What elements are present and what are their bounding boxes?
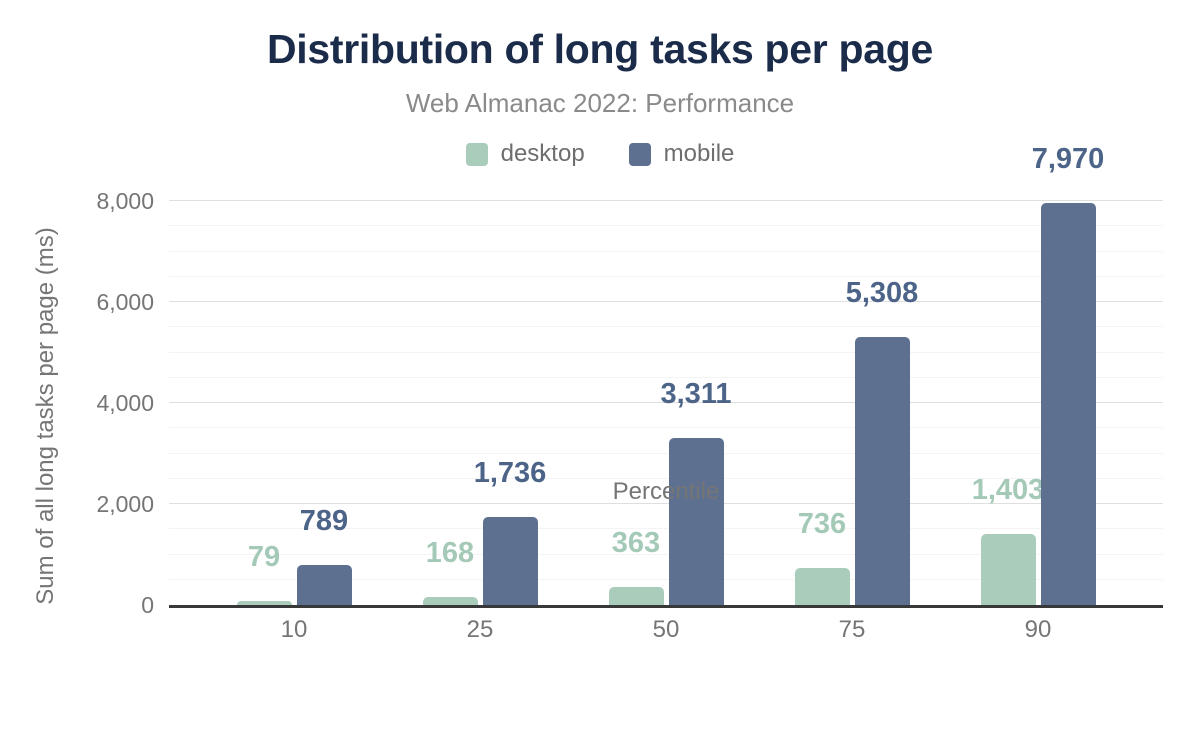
y-tick-label: 0	[141, 592, 154, 618]
bar-desktop-p25	[422, 596, 478, 605]
legend-item-mobile: mobile	[628, 140, 735, 168]
legend-label-mobile: mobile	[663, 140, 735, 167]
minor-gridline	[169, 275, 1163, 277]
bar-desktop-p75	[794, 567, 850, 605]
bar-mobile-p10	[296, 565, 352, 605]
x-axis-title: Percentile	[612, 478, 720, 505]
chart-subtitle: Web Almanac 2022: Performance	[405, 88, 795, 118]
value-label-desktop-p10: 79	[247, 541, 281, 574]
legend: desktop mobile	[0, 140, 1200, 168]
bar-mobile-p50	[668, 437, 724, 605]
x-tick-label-50: 50	[652, 616, 680, 643]
chart-title: Distribution of long tasks per page	[266, 26, 934, 72]
major-gridline	[169, 503, 1163, 504]
legend-label-desktop: desktop	[500, 140, 585, 167]
value-label-mobile-p10: 789	[299, 505, 349, 538]
minor-gridline	[169, 250, 1163, 252]
x-tick-label-90: 90	[1024, 616, 1052, 643]
bar-desktop-p50	[608, 586, 664, 605]
minor-gridline	[169, 376, 1163, 378]
bar-mobile-p90	[1040, 202, 1096, 605]
value-label-desktop-p25: 168	[425, 536, 475, 569]
legend-swatch-desktop-icon	[465, 142, 488, 166]
minor-gridline	[169, 351, 1163, 353]
bar-mobile-p25	[482, 517, 538, 605]
minor-gridline	[169, 578, 1163, 580]
minor-gridline	[169, 452, 1163, 454]
minor-gridline	[169, 528, 1163, 530]
x-tick-label-75: 75	[838, 616, 866, 643]
x-tick-label-10: 10	[280, 616, 308, 643]
major-gridline	[169, 402, 1163, 403]
bar-mobile-p75	[854, 336, 910, 605]
major-gridline	[169, 200, 1163, 201]
minor-gridline	[169, 477, 1163, 479]
plot-area: 0 2,000 4,000 6,000 8,000 79 789 10 168 1,736 25 36…	[96, 144, 1163, 643]
minor-gridline	[169, 427, 1163, 429]
y-tick-label: 6,000	[96, 289, 154, 315]
legend-item-desktop: desktop	[465, 140, 585, 168]
value-label-desktop-p75: 736	[797, 507, 847, 540]
bar-desktop-p10	[236, 601, 292, 605]
major-gridline	[169, 301, 1163, 302]
minor-gridline	[169, 225, 1163, 227]
minor-gridline	[169, 326, 1163, 328]
legend-swatch-mobile-icon	[628, 142, 651, 166]
value-label-mobile-p25: 1,736	[473, 457, 547, 490]
y-tick-label: 2,000	[96, 491, 154, 517]
y-tick-label: 8,000	[96, 188, 154, 214]
value-label-mobile-p75: 5,308	[845, 276, 919, 309]
minor-gridline	[169, 553, 1163, 555]
bar-desktop-p90	[980, 534, 1036, 605]
value-label-mobile-p90: 7,970	[1031, 142, 1105, 175]
value-label-mobile-p50: 3,311	[660, 377, 732, 410]
value-label-desktop-p50: 363	[611, 526, 661, 559]
y-tick-label: 4,000	[96, 390, 154, 416]
x-tick-label-25: 25	[466, 616, 494, 643]
value-label-desktop-p90: 1,403	[971, 474, 1045, 507]
